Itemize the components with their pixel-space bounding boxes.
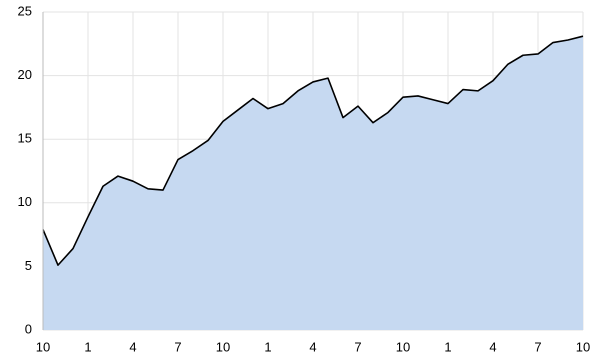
area-fill: [43, 36, 583, 331]
y-tick-label: 5: [25, 258, 32, 273]
y-tick-label: 0: [25, 321, 32, 336]
area-line: [42, 35, 584, 266]
y-tick-label: 15: [18, 131, 32, 146]
x-tick-label: 4: [309, 339, 316, 354]
x-tick-label: 7: [174, 339, 181, 354]
x-tick-label: 7: [354, 339, 361, 354]
x-tick-label: 1: [264, 339, 271, 354]
y-tick-label: 10: [18, 194, 32, 209]
y-tick-label: 25: [18, 3, 32, 18]
x-tick-label: 10: [216, 339, 230, 354]
x-tick-label: 4: [129, 339, 136, 354]
x-tick-label: 1: [84, 339, 91, 354]
x-tick-label: 10: [36, 339, 50, 354]
y-tick-label: 20: [18, 67, 32, 82]
x-tick-label: 7: [534, 339, 541, 354]
x-tick-label: 10: [396, 339, 410, 354]
x-tick-label: 10: [576, 339, 590, 354]
x-tick-label: 4: [489, 339, 496, 354]
x-tick-label: 1: [444, 339, 451, 354]
